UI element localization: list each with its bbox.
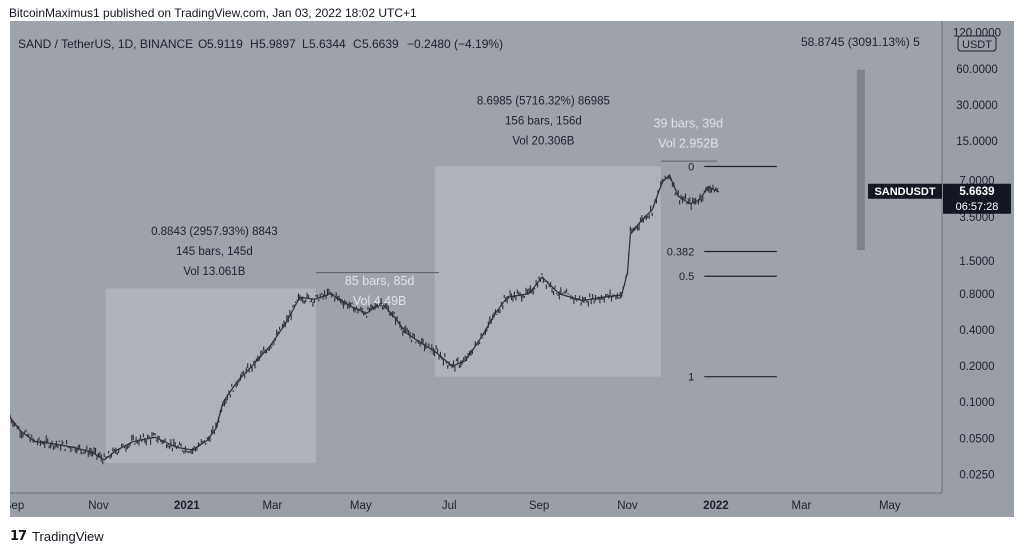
annotation-3-line-3: Vol 20.306B [512,136,574,148]
x-tick-Mar: Mar [262,500,282,512]
annotation-2-line-1: 85 bars, 85d [345,274,415,288]
price-candles [9,174,718,465]
measure-box-2 [434,166,661,377]
publisher-caption: BitcoinMaximus1 published on TradingView… [9,6,417,20]
tradingview-brand: TradingView [32,528,104,544]
y-tick-15.0000: 15.0000 [956,136,998,148]
y-tick-0.1000: 0.1000 [959,397,994,409]
price-line [9,174,720,461]
y-tick-60.0000: 60.0000 [956,64,998,76]
fib-label-0: 0 [688,161,694,173]
y-tick-0.0250: 0.0250 [959,469,994,481]
x-tick-2022: 2022 [703,500,729,512]
x-tick-Nov: Nov [617,500,638,512]
y-tick-0.0500: 0.0500 [959,433,994,445]
high-label: H [250,37,259,51]
symbol-title: SAND / TetherUS, 1D, BINANCE [18,37,193,51]
symbol-tag [868,183,942,199]
bar-countdown: 06:57:28 [956,201,999,213]
symbol-tag-label: SANDUSDT [874,186,935,198]
annotation-1-line-3: Vol 13.061B [183,266,245,278]
x-tick-Nov: Nov [88,500,109,512]
annotation-1-line-2: 145 bars, 145d [176,246,253,258]
annotation-3-line-1: 8.6985 (5716.32%) 86985 [477,96,610,108]
last-price-value: 5.6639 [959,186,994,198]
high-value: 5.9897 [259,37,296,51]
y-tick-120.0000: 120.0000 [953,28,1001,40]
tradingview-logo-icon: 17 [10,528,27,544]
annotation-1-line-1: 0.8843 (2957.93%) 8843 [151,226,278,238]
fib-label-0.382: 0.382 [667,247,695,259]
low-value: 5.6344 [309,37,346,51]
x-tick-May: May [350,500,372,512]
y-tick-30.0000: 30.0000 [956,100,998,112]
low-label: L [302,37,309,51]
last-price-box [943,183,1011,214]
close-label: C [353,37,362,51]
currency-badge[interactable] [957,35,997,52]
x-tick-Mar: Mar [791,500,811,512]
y-tick-0.2000: 0.2000 [959,361,994,373]
x-tick-2021: 2021 [174,500,200,512]
annotation-4-line-1: 39 bars, 39d [654,116,724,130]
ohlc-readout: O 5.9119 H 5.9897 L 5.6344 C 5.6639 −0.2… [198,37,503,51]
y-tick-1.5000: 1.5000 [959,256,994,268]
top-right-measure: 58.8745 (3091.13%) 5 [801,35,920,49]
currency-label: USDT [962,39,992,51]
range-selection-bar [856,69,865,251]
y-tick-0.8000: 0.8000 [959,289,994,301]
y-tick-0.4000: 0.4000 [959,325,994,337]
open-label: O [198,37,207,51]
annotation-2-line-2: Vol 4.49B [353,294,407,308]
annotation-4-line-2: Vol 2.952B [658,136,718,150]
chart-container[interactable]: 0.8843 (2957.93%) 8843 145 bars, 145d Vol … [4,21,1014,517]
x-tick-Jul: Jul [442,500,457,512]
x-tick-Sep: Sep [10,500,24,512]
change-value: −0.2480 (−4.19%) [407,37,503,51]
close-value: 5.6639 [362,37,399,51]
tradingview-footer[interactable]: 17 TradingView [10,527,104,545]
fib-label-0.5: 0.5 [679,271,694,283]
x-tick-Sep: Sep [529,500,549,512]
fib-label-1: 1 [688,372,694,384]
open-value: 5.9119 [207,37,243,51]
y-tick-3.5000: 3.5000 [959,212,994,224]
x-tick-May: May [879,500,901,512]
measure-box-1 [105,288,316,464]
annotation-3-line-2: 156 bars, 156d [505,116,582,128]
price-chart[interactable]: 0.8843 (2957.93%) 8843 145 bars, 145d Vol … [4,21,1014,517]
